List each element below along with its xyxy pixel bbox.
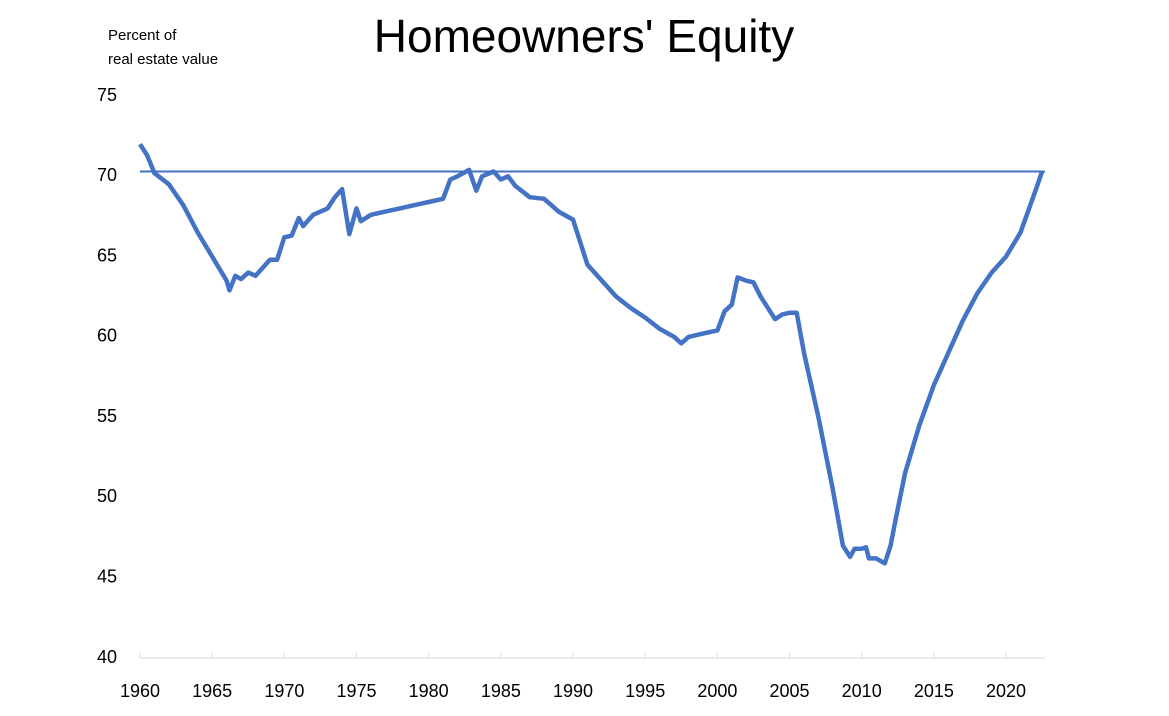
x-tick-label: 2000 [697, 681, 737, 701]
data-line [138, 142, 1045, 566]
y-tick-label: 75 [97, 85, 117, 105]
y-tick-label: 45 [97, 566, 117, 586]
x-tick-label: 2020 [986, 681, 1026, 701]
x-tick-label: 2010 [842, 681, 882, 701]
x-tick-label: 1970 [264, 681, 304, 701]
y-axis-label: real estate value [108, 51, 218, 68]
x-tick-label: 1980 [409, 681, 449, 701]
y-tick-label: 55 [97, 406, 117, 426]
x-tick-label: 1990 [553, 681, 593, 701]
y-tick-label: 65 [97, 245, 117, 265]
x-tick-label: 2015 [914, 681, 954, 701]
x-tick-label: 1995 [625, 681, 665, 701]
y-tick-label: 70 [97, 165, 117, 185]
y-axis-label: Percent of [108, 27, 177, 44]
x-tick-label: 1985 [481, 681, 521, 701]
x-tick-label: 1960 [120, 681, 160, 701]
y-tick-label: 60 [97, 326, 117, 346]
x-tick-label: 1965 [192, 681, 232, 701]
x-tick-label: 2005 [769, 681, 809, 701]
chart-title: Homeowners' Equity [374, 10, 794, 62]
y-tick-label: 50 [97, 486, 117, 506]
x-tick-label: 1975 [336, 681, 376, 701]
y-tick-label: 40 [97, 647, 117, 667]
